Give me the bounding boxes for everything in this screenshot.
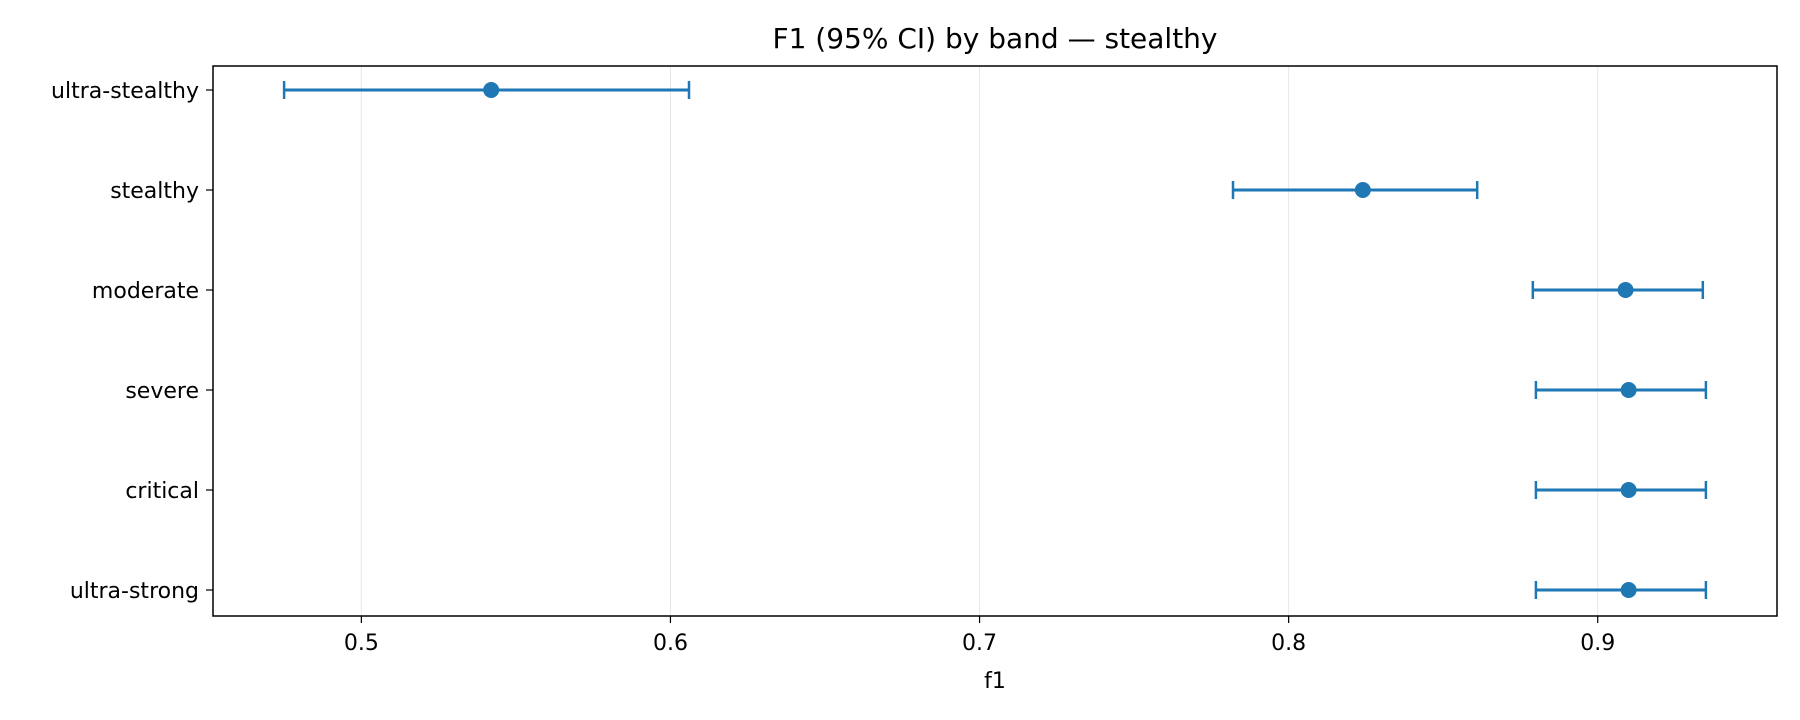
x-tick-label: 0.5 — [344, 631, 379, 656]
error-bar-series — [282, 81, 1708, 599]
point-estimate — [483, 82, 500, 98]
point-estimate — [1620, 482, 1637, 498]
point-estimate — [1354, 182, 1371, 198]
x-tick-label: 0.8 — [1271, 631, 1306, 656]
y-tick-label: moderate — [92, 279, 199, 304]
grid-lines — [360, 66, 1599, 616]
y-tick-label: ultra-stealthy — [51, 79, 199, 104]
y-tick-label: severe — [125, 379, 199, 404]
x-tick-label: 0.9 — [1580, 631, 1615, 656]
y-tick-label: critical — [125, 479, 199, 504]
x-axis-label: f1 — [984, 669, 1006, 694]
point-estimate — [1620, 382, 1637, 398]
y-tick-label: stealthy — [110, 179, 199, 204]
point-estimate — [1620, 582, 1637, 598]
y-axis: ultra-stealthy stealthy moderate severe crit… — [51, 79, 213, 604]
chart-title: F1 (95% CI) by band — stealthy — [772, 22, 1217, 55]
point-estimate — [1617, 282, 1634, 298]
x-tick-label: 0.6 — [653, 631, 688, 656]
y-tick-label: ultra-strong — [70, 579, 199, 604]
x-axis: 0.5 0.6 0.7 0.8 0.9 — [344, 616, 1615, 656]
x-tick-label: 0.7 — [962, 631, 997, 656]
plot-frame — [212, 65, 1778, 617]
